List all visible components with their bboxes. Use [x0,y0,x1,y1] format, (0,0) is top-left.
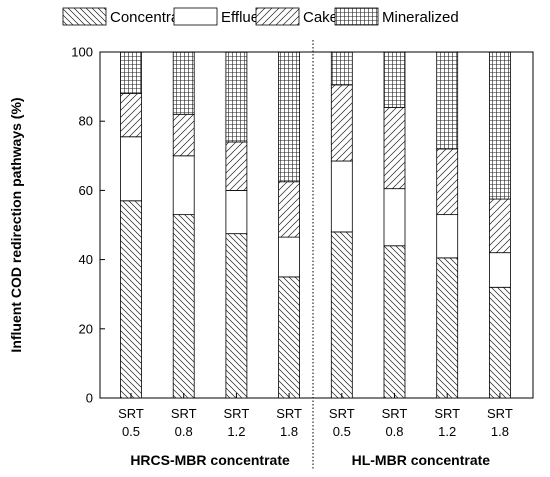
group-label: HL-MBR concentrate [352,452,491,468]
bar-segment-effluent [383,188,406,247]
x-axis-labels: SRT 0.5 SRT 0.8 SRT 1.2 SRT 1.8 SRT 0.5 SRT 0.8 SRT 1… [118,406,513,439]
bar-segment-effluent [436,214,459,259]
bar-segment-concentrate [120,200,142,399]
category-label-line1: SRT [329,406,355,421]
category-label-line1: SRT [171,406,197,421]
legend-swatch-effluent [173,7,218,26]
category-label-line2: 0.5 [122,424,140,439]
bar-segment-effluent [488,252,511,288]
legend-label: Mineralized [382,9,459,26]
bar-segment-effluent [330,160,353,233]
bar-segment-concentrate [278,276,301,399]
legend: Concentrate Effluent Cake Mineralized [62,7,459,26]
bar-segment-cake [488,198,511,254]
legend-swatch-concentrate [62,7,107,26]
legend-swatch-cake [255,7,300,26]
bar-segment-effluent [120,136,142,202]
category-label-line2: 0.8 [175,424,193,439]
group-label: HRCS-MBR concentrate [130,452,290,468]
bar-segment-concentrate [383,245,406,399]
bar-segment-cake [383,106,406,190]
bar-segment-concentrate [172,214,195,399]
bar-segment-concentrate [330,231,353,399]
bar-segment-effluent [278,236,301,278]
category-label-line1: SRT [487,406,513,421]
bar-segment-cake [278,181,301,238]
y-tick-label: 60 [79,183,93,198]
bars [120,51,511,399]
category-label-line1: SRT [276,406,302,421]
category-label-line2: 0.5 [333,424,351,439]
y-tick-label: 80 [79,114,93,129]
category-label-line2: 1.2 [438,424,456,439]
bar-segment-cake [330,84,353,162]
bar-segment-mineralized [488,51,511,200]
category-label-line1: SRT [382,406,408,421]
bar-segment-mineralized [383,51,406,108]
bar-segment-mineralized [330,51,353,86]
bar-segment-cake [436,148,459,216]
legend-swatch-mineralized [334,7,379,26]
bar-segment-concentrate [436,257,459,399]
bar-segment-mineralized [278,51,301,183]
bar-segment-mineralized [225,51,248,143]
bar-segment-cake [225,141,248,191]
bar-segment-mineralized [172,51,195,115]
bar-segment-concentrate [225,233,248,399]
y-axis: 0 20 40 60 80 100 [71,45,105,406]
y-tick-label: 20 [79,321,93,336]
bar-segment-effluent [225,189,248,235]
category-label-line2: 1.8 [280,424,298,439]
legend-label: Cake [303,9,338,26]
y-tick-label: 0 [86,391,93,406]
bar-segment-cake [120,93,142,138]
group-labels: HRCS-MBR concentrate HL-MBR concentrate [130,452,490,468]
y-tick-label: 100 [71,45,93,60]
category-label-line1: SRT [118,406,144,421]
category-label-line2: 1.2 [227,424,245,439]
plot-frame [99,51,534,399]
bar-segment-mineralized [436,51,459,150]
bar-segment-mineralized [120,51,142,94]
category-label-line2: 1.8 [491,424,509,439]
legend-label: Concentrate [110,9,192,26]
y-tick-label: 40 [79,252,93,267]
bar-segment-effluent [172,155,195,216]
y-axis-title: Influent COD redirection pathways (%) [8,97,24,352]
bar-segment-concentrate [488,286,511,399]
bar-segment-cake [172,113,195,157]
category-label-line1: SRT [224,406,250,421]
category-label-line1: SRT [434,406,460,421]
category-label-line2: 0.8 [385,424,403,439]
